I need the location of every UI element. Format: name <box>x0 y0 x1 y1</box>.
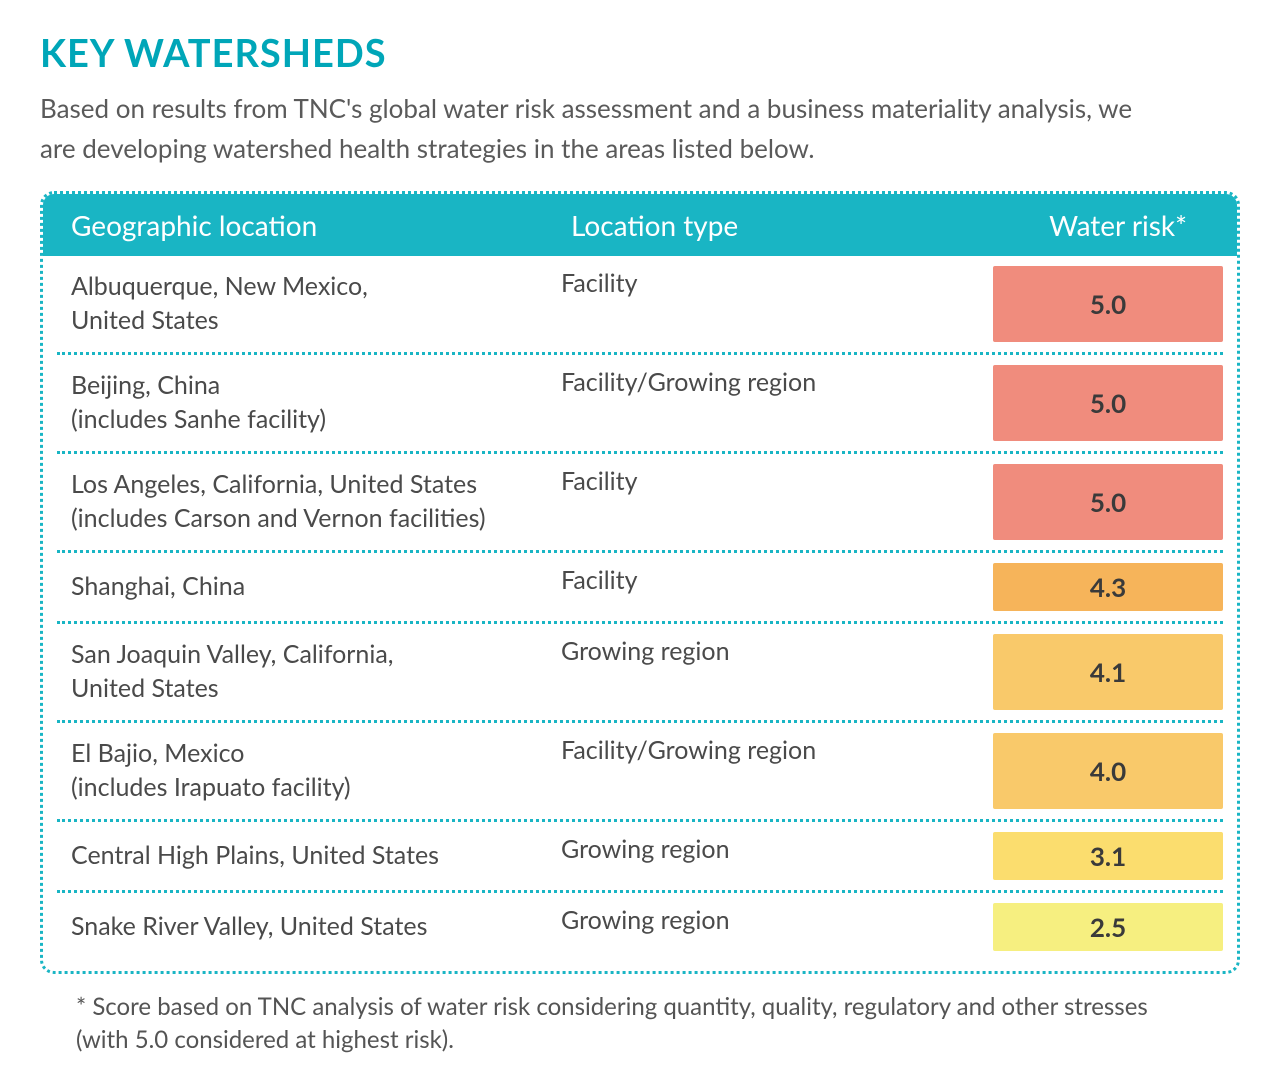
location-line1: Central High Plains, United States <box>71 839 561 873</box>
watersheds-table: Geographic location Location type Water … <box>40 191 1240 974</box>
table-row: Los Angeles, California, United States(i… <box>57 451 1223 550</box>
table-row: Central High Plains, United StatesGrowin… <box>57 819 1223 890</box>
risk-chip: 2.5 <box>993 903 1223 951</box>
risk-chip: 5.0 <box>993 365 1223 441</box>
cell-risk: 4.0 <box>931 733 1223 809</box>
cell-type: Facility/Growing region <box>561 365 931 397</box>
cell-location: Albuquerque, New Mexico,United States <box>71 270 561 338</box>
cell-risk: 5.0 <box>931 266 1223 342</box>
cell-risk: 4.3 <box>931 563 1223 611</box>
location-line1: San Joaquin Valley, California, <box>71 638 561 672</box>
location-line1: El Bajio, Mexico <box>71 737 561 771</box>
table-row: Beijing, China(includes Sanhe facility)F… <box>57 352 1223 451</box>
risk-chip: 4.0 <box>993 733 1223 809</box>
risk-chip: 5.0 <box>993 464 1223 540</box>
cell-type: Facility <box>561 266 931 298</box>
cell-type: Growing region <box>561 634 931 666</box>
table-row: Albuquerque, New Mexico,United StatesFac… <box>57 256 1223 352</box>
location-line1: Shanghai, China <box>71 570 561 604</box>
cell-location: El Bajio, Mexico(includes Irapuato facil… <box>71 737 561 805</box>
intro-text: Based on results from TNC's global water… <box>40 88 1140 169</box>
location-line1: Los Angeles, California, United States <box>71 468 561 502</box>
cell-type: Facility/Growing region <box>561 733 931 765</box>
footnote: * Score based on TNC analysis of water r… <box>76 990 1196 1057</box>
cell-risk: 5.0 <box>931 464 1223 540</box>
cell-risk: 3.1 <box>931 832 1223 880</box>
cell-location: Beijing, China(includes Sanhe facility) <box>71 369 561 437</box>
cell-location: Los Angeles, California, United States(i… <box>71 468 561 536</box>
cell-risk: 2.5 <box>931 903 1223 951</box>
cell-risk: 5.0 <box>931 365 1223 441</box>
risk-chip: 5.0 <box>993 266 1223 342</box>
table-row: El Bajio, Mexico(includes Irapuato facil… <box>57 720 1223 819</box>
cell-location: Snake River Valley, United States <box>71 910 561 944</box>
location-line2: (includes Sanhe facility) <box>71 403 561 437</box>
location-line2: (includes Carson and Vernon facilities) <box>71 502 561 536</box>
cell-type: Growing region <box>561 832 931 864</box>
location-line2: United States <box>71 304 561 338</box>
cell-type: Facility <box>561 563 931 595</box>
location-line2: United States <box>71 672 561 706</box>
cell-location: San Joaquin Valley, California,United St… <box>71 638 561 706</box>
cell-location: Shanghai, China <box>71 570 561 604</box>
cell-type: Growing region <box>561 903 931 935</box>
risk-chip: 3.1 <box>993 832 1223 880</box>
location-line1: Beijing, China <box>71 369 561 403</box>
col-header-location: Geographic location <box>71 208 571 242</box>
location-line1: Albuquerque, New Mexico, <box>71 270 561 304</box>
table-row: Snake River Valley, United StatesGrowing… <box>57 890 1223 961</box>
location-line2: (includes Irapuato facility) <box>71 771 561 805</box>
table-body: Albuquerque, New Mexico,United StatesFac… <box>43 256 1237 971</box>
col-header-risk: Water risk* <box>951 208 1217 242</box>
cell-risk: 4.1 <box>931 634 1223 710</box>
risk-chip: 4.1 <box>993 634 1223 710</box>
table-row: Shanghai, ChinaFacility 4.3 <box>57 550 1223 621</box>
col-header-type: Location type <box>571 208 951 242</box>
table-row: San Joaquin Valley, California,United St… <box>57 621 1223 720</box>
cell-location: Central High Plains, United States <box>71 839 561 873</box>
table-header-row: Geographic location Location type Water … <box>43 194 1237 256</box>
page-title: KEY WATERSHEDS <box>40 30 1242 76</box>
risk-chip: 4.3 <box>993 563 1223 611</box>
cell-type: Facility <box>561 464 931 496</box>
location-line1: Snake River Valley, United States <box>71 910 561 944</box>
